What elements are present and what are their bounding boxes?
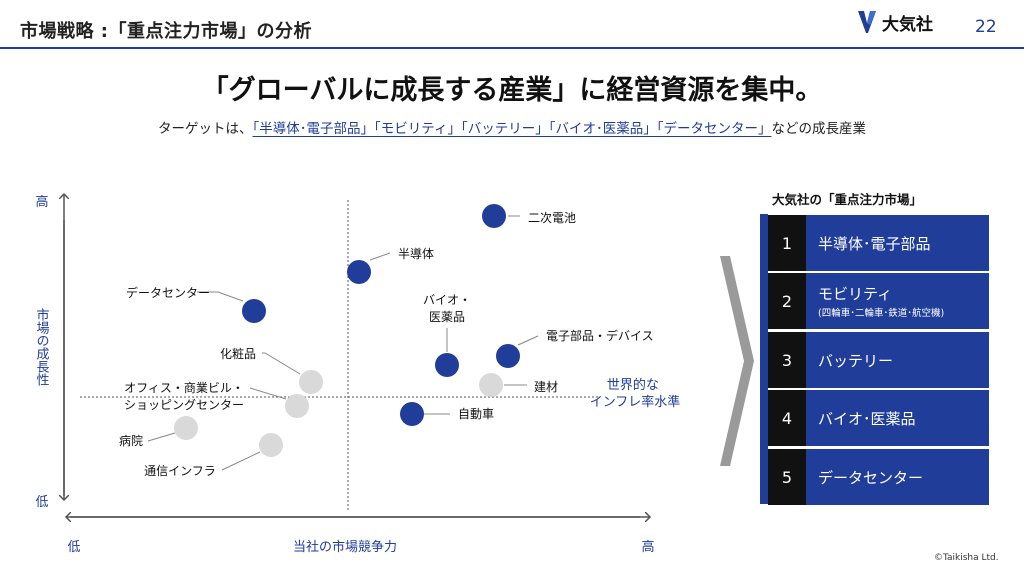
scatter-point-focus-0 xyxy=(482,204,506,228)
point-label-other-1: オフィス・商業ビル・ショッピングセンター xyxy=(124,380,244,412)
scatter-point-focus-5 xyxy=(400,402,424,426)
panel-accent-bar xyxy=(760,214,768,504)
point-label-focus-1: 半導体 xyxy=(398,247,434,261)
scatter-point-focus-2 xyxy=(242,299,266,323)
y-axis-low-label: 低 xyxy=(35,495,48,510)
focus-market-item: 2 モビリティ (四輪車･二輪車･鉄道･航空機) xyxy=(768,273,989,329)
leader-line-other-3 xyxy=(147,432,176,442)
rank-label: 半導体･電子部品 xyxy=(818,234,931,253)
copyright: ©Taikisha Ltd. xyxy=(934,553,999,563)
flow-arrow-icon xyxy=(720,256,754,466)
inflation-reference-label-line1: 世界的な xyxy=(607,377,659,393)
scatter-point-other-4 xyxy=(259,433,283,457)
scatter-point-focus-3 xyxy=(435,353,459,377)
scatter-point-other-2 xyxy=(479,373,503,397)
subheadline-suffix: などの成長産業 xyxy=(771,121,866,137)
scatter-point-focus-4 xyxy=(496,344,520,368)
rank-number: 3 xyxy=(768,332,806,388)
y-axis-title: 市場の成長性 xyxy=(34,307,50,386)
rank-number: 4 xyxy=(768,390,806,446)
point-label-other-2: 建材 xyxy=(534,380,558,394)
subheadline-highlight: 「半導体･電子部品」「モビリティ」「バッテリー」「バイオ･医薬品」「データセンタ… xyxy=(252,121,772,137)
scatter-point-focus-1 xyxy=(347,260,371,284)
point-label-other-0: 化粧品 xyxy=(220,347,256,361)
leader-line-focus-4 xyxy=(517,335,539,346)
point-label-focus-4: 電子部品・デバイス xyxy=(546,328,654,343)
rank-number: 1 xyxy=(768,215,806,271)
inflation-reference-label-line2: インフレ率水準 xyxy=(590,394,681,410)
x-axis-title: 当社の市場競争力 xyxy=(293,539,397,555)
point-label-focus-5: 自動車 xyxy=(458,407,494,421)
rank-label: バッテリー xyxy=(818,351,894,370)
positioning-map: 高 低 市場の成長性 低 高 当社の市場競争力 世界的な インフレ率水準 二次電… xyxy=(34,180,681,555)
leader-line-focus-2 xyxy=(197,291,244,302)
scatter-point-other-1 xyxy=(285,394,309,418)
company-logo: 大気社 xyxy=(856,9,933,35)
subheadline: ターゲットは、「半導体･電子部品」「モビリティ」「バッテリー」「バイオ･医薬品」… xyxy=(0,117,1024,137)
leader-line-other-4 xyxy=(221,451,261,471)
leader-line-other-0 xyxy=(262,352,301,375)
rank-label: モビリティ xyxy=(818,285,893,303)
panel-title: 大気社の「重点注力市場」 xyxy=(772,192,923,207)
rank-label: バイオ･医薬品 xyxy=(818,409,916,428)
focus-market-item: 5 データセンター xyxy=(768,449,989,505)
x-axis-low-label: 低 xyxy=(67,540,80,555)
leader-line-focus-1 xyxy=(369,252,391,261)
logo-mark-icon xyxy=(858,11,876,33)
subheadline-prefix: ターゲットは、 xyxy=(158,121,253,137)
page-number: 22 xyxy=(975,17,997,37)
rank-body: モビリティ (四輪車･二輪車･鉄道･航空機) xyxy=(806,273,989,329)
y-axis-high-label: 高 xyxy=(35,194,48,210)
rank-body: バイオ･医薬品 xyxy=(806,390,989,446)
focus-market-item: 4 バイオ･医薬品 xyxy=(768,390,989,446)
point-label-other-3: 病院 xyxy=(119,433,143,448)
leader-line-other-1 xyxy=(249,387,287,400)
scatter-point-other-0 xyxy=(299,370,323,394)
scatter-point-other-3 xyxy=(174,416,198,440)
header-divider xyxy=(0,47,1024,49)
brand-name: 大気社 xyxy=(882,14,933,35)
page-title: 市場戦略 :「重点注力市場」の分析 xyxy=(20,21,312,42)
focus-market-item: 1 半導体･電子部品 xyxy=(768,215,989,271)
point-label-focus-2: データセンター xyxy=(126,285,210,300)
headline: 「グローバルに成長する産業」に経営資源を集中。 xyxy=(201,75,823,106)
rank-label: データセンター xyxy=(818,468,924,487)
rank-body: バッテリー xyxy=(806,332,989,388)
point-label-focus-3: バイオ・医薬品 xyxy=(423,293,471,324)
rank-body: 半導体･電子部品 xyxy=(806,215,989,271)
rank-number: 2 xyxy=(768,273,806,329)
rank-number: 5 xyxy=(768,449,806,505)
rank-body: データセンター xyxy=(806,449,989,505)
point-label-focus-0: 二次電池 xyxy=(528,211,576,225)
focus-market-item: 3 バッテリー xyxy=(768,332,989,388)
rank-note: (四輪車･二輪車･鉄道･航空機) xyxy=(818,308,945,319)
point-label-other-4: 通信インフラ xyxy=(144,464,216,478)
inflation-reference-label: 世界的な インフレ率水準 xyxy=(590,377,681,410)
x-axis-high-label: 高 xyxy=(641,539,654,555)
